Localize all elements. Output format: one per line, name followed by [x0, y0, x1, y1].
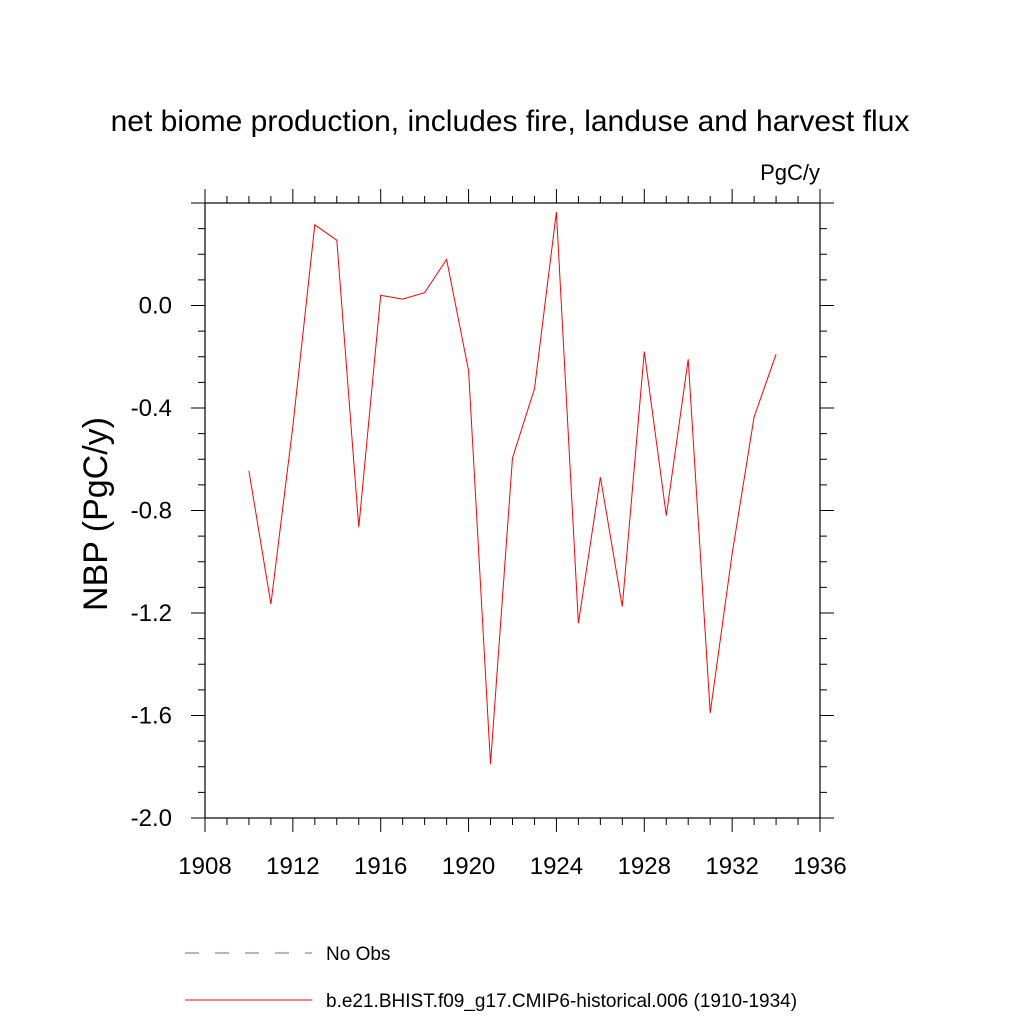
y-tick-label: -1.6 — [131, 703, 172, 730]
y-tick-label: 0.0 — [139, 293, 172, 320]
y-tick-label: -2.0 — [131, 805, 172, 832]
y-ticks: -2.0 -1.6 -1.2 -0.8 -0.4 0.0 — [131, 202, 834, 832]
x-ticks: 1908 1912 1916 1920 1924 1928 1932 1936 — [178, 189, 847, 880]
x-tick-label: 1908 — [178, 853, 231, 880]
x-tick-label: 1936 — [793, 853, 846, 880]
x-tick-label: 1932 — [705, 853, 758, 880]
x-tick-label: 1916 — [354, 853, 407, 880]
y-tick-label: -1.2 — [131, 600, 172, 627]
x-tick-label: 1924 — [530, 853, 583, 880]
legend-label-no-obs: No Obs — [326, 944, 390, 965]
series-line-1 — [248, 211, 777, 765]
y-tick-label: -0.4 — [131, 395, 172, 422]
series-layer — [248, 211, 777, 765]
x-tick-label: 1928 — [618, 853, 671, 880]
x-tick-label: 1912 — [266, 853, 319, 880]
plot-frame — [204, 202, 821, 819]
units-label: PgC/y — [760, 160, 820, 185]
y-axis-label: NBP (PgC/y) — [77, 417, 115, 611]
y-tick-label: -0.8 — [131, 498, 172, 525]
legend: No Obs b.e21.BHIST.f09_g17.CMIP6-histori… — [185, 944, 797, 1012]
legend-label-historical: b.e21.BHIST.f09_g17.CMIP6-historical.006… — [326, 991, 797, 1012]
x-tick-label: 1920 — [442, 853, 495, 880]
chart-title: net biome production, includes fire, lan… — [111, 105, 910, 138]
